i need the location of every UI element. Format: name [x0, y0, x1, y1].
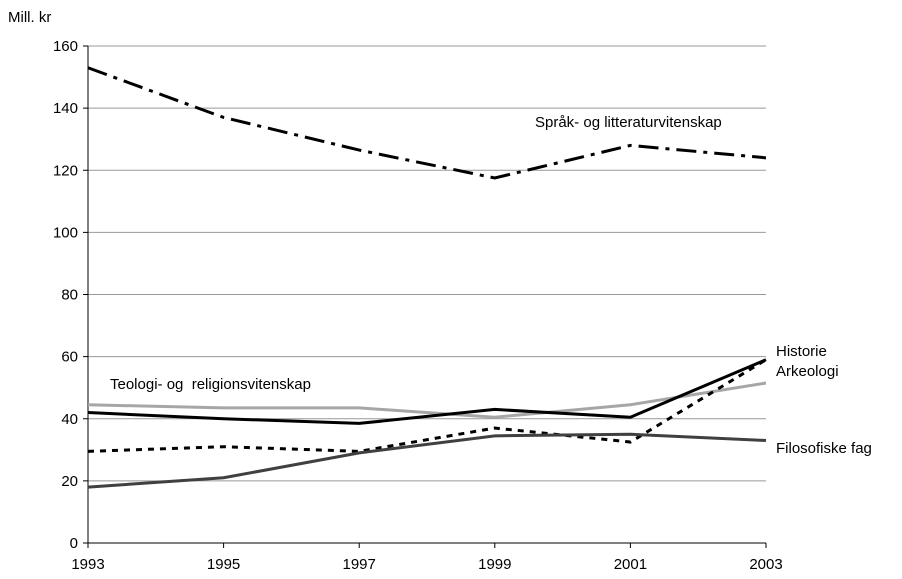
series-line	[87, 432, 767, 489]
y-axis-label: Mill. kr	[8, 9, 51, 26]
y-tick-label: 140	[53, 100, 78, 117]
x-tick-label: 1997	[343, 556, 376, 573]
series-label: Filosofiske fag	[776, 440, 872, 457]
y-tick-label: 160	[53, 38, 78, 55]
series-label: Teologi- og religionsvitenskap	[110, 376, 311, 393]
y-tick-label: 20	[61, 473, 78, 490]
y-tick-label: 120	[53, 162, 78, 179]
x-tick-label: 1993	[71, 556, 104, 573]
series-line	[87, 381, 767, 419]
y-tick-label: 100	[53, 224, 78, 241]
y-tick-label: 60	[61, 349, 78, 366]
series-line	[87, 358, 767, 453]
y-tick-label: 0	[70, 535, 78, 552]
series-line	[87, 358, 767, 425]
series-label: Arkeologi	[776, 363, 839, 380]
x-tick-label: 1995	[207, 556, 240, 573]
series-label: Historie	[776, 343, 827, 360]
x-tick-label: 2003	[749, 556, 782, 573]
x-tick-label: 2001	[614, 556, 647, 573]
y-tick-label: 40	[61, 411, 78, 428]
series-line	[87, 66, 767, 180]
series-label: Språk- og litteraturvitenskap	[535, 114, 722, 131]
x-tick-label: 1999	[478, 556, 511, 573]
y-tick-label: 80	[61, 287, 78, 304]
